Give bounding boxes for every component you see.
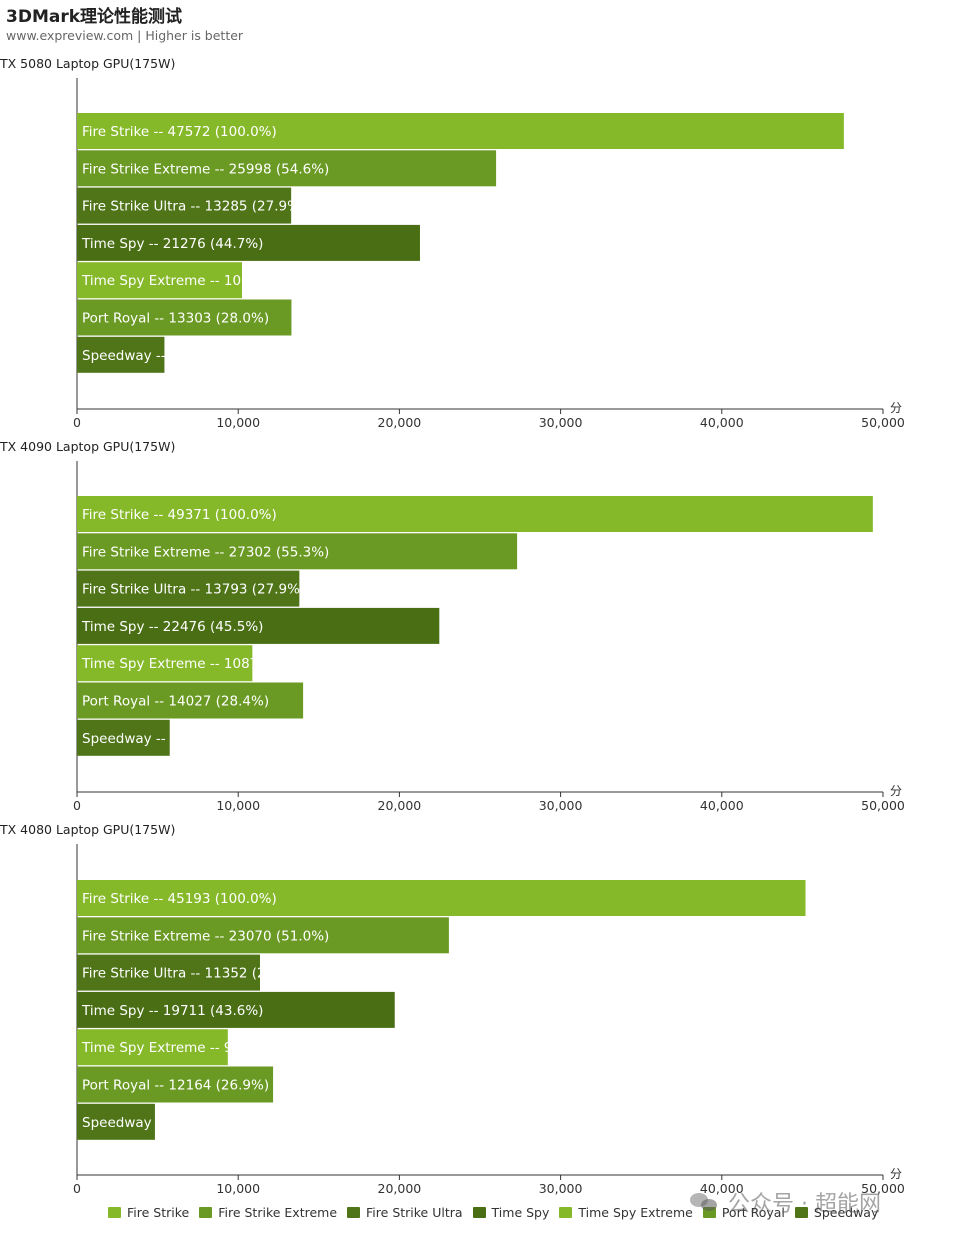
x-tick-label: 30,000 [539, 798, 583, 813]
bar-label: Time Spy Extreme -- 10878 (22.0%) [81, 656, 325, 672]
bar-label: Time Spy -- 22476 (45.5%) [81, 619, 263, 635]
bar [77, 1103, 155, 1140]
bar [77, 224, 420, 261]
bar [77, 570, 300, 607]
legend-item[interactable]: Time Spy Extreme [559, 1204, 693, 1220]
bar-label: Speedway -- 5752 (11.7%) [82, 731, 262, 747]
bar [77, 262, 242, 299]
page-subtitle: www.expreview.com | Higher is better [6, 28, 244, 43]
bar-label: Port Royal -- 13303 (28.0%) [82, 311, 269, 327]
bar-label: Port Royal -- 12164 (26.9%) [82, 1078, 269, 1094]
x-tick-label: 50,000 [861, 415, 905, 430]
bar [77, 113, 844, 149]
panel-title-1: TX 5080 Laptop GPU(175W) [0, 56, 176, 71]
legend-label: Fire Strike Ultra [366, 1204, 463, 1220]
bar [77, 336, 165, 373]
x-tick-label: 10,000 [216, 415, 260, 430]
legend-item[interactable]: Port Royal [702, 1204, 785, 1220]
x-unit-label: 分 [890, 401, 902, 415]
legend-label: Time Spy [491, 1204, 550, 1220]
x-unit-label: 分 [890, 784, 902, 798]
x-tick-label: 20,000 [378, 1181, 422, 1196]
x-tick-label: 50,000 [861, 1181, 905, 1196]
legend-item[interactable]: Fire Strike Extreme [199, 1205, 337, 1220]
bar-label: Time Spy -- 19711 (43.6%) [81, 1003, 263, 1019]
bar-label: Fire Strike -- 47572 (100.0%) [82, 124, 277, 140]
panel-title-2: TX 4090 Laptop GPU(175W) [0, 439, 176, 454]
bar [77, 187, 292, 224]
page-title: 3DMark理论性能测试 [6, 7, 183, 27]
bar-label: Speedway -- 4835 (10.7%) [82, 1115, 262, 1131]
x-tick-label: 40,000 [700, 415, 744, 430]
bar-label: Port Royal -- 14027 (28.4%) [82, 694, 269, 710]
bar [77, 719, 170, 756]
wechat-icon [690, 1191, 720, 1213]
x-tick-label: 20,000 [378, 415, 422, 430]
watermark: 公众号 · 超能网 [690, 1184, 881, 1220]
bar [77, 682, 304, 719]
legend-item[interactable]: Fire Strike [108, 1205, 189, 1220]
legend-item[interactable]: Speedway [794, 1204, 879, 1220]
bar-label: Time Spy Extreme -- 9356 (20.7%) [81, 1040, 316, 1056]
bar-label: Fire Strike -- 45193 (100.0%) [82, 891, 277, 907]
x-tick-label: 10,000 [216, 1181, 260, 1196]
bar [77, 496, 873, 532]
x-tick-label: 50,000 [861, 798, 905, 813]
bar-label: Fire Strike Extreme -- 27302 (55.3%) [82, 544, 329, 560]
x-tick-label: 40,000 [700, 798, 744, 813]
x-tick-label: 10,000 [216, 798, 260, 813]
bar [77, 645, 253, 682]
x-tick-label: 0 [73, 798, 81, 813]
bar-label: Fire Strike Ultra -- 13793 (27.9%) [82, 582, 305, 598]
bar-label: Time Spy Extreme -- 10235 (21.5%) [81, 273, 325, 289]
x-tick-label: 30,000 [539, 1181, 583, 1196]
bar-label: Time Spy -- 21276 (44.7%) [81, 236, 263, 252]
bar-label: Fire Strike Extreme -- 23070 (51.0%) [82, 928, 329, 944]
legend-swatch [108, 1206, 121, 1218]
watermark-text: 公众号 · 超能网 [728, 1192, 881, 1217]
bar [77, 991, 395, 1028]
legend-label: Time Spy Extreme [578, 1204, 693, 1220]
bar-label: Fire Strike Extreme -- 25998 (54.6%) [82, 161, 329, 177]
x-tick-label: 20,000 [378, 798, 422, 813]
bar [77, 1066, 274, 1103]
x-tick-label: 30,000 [539, 415, 583, 430]
chart-legend: Fire Strike Fire Strike Extreme Fire Strik… [108, 1203, 888, 1221]
x-tick-label: 40,000 [700, 1181, 744, 1196]
bar-label: Fire Strike -- 49371 (100.0%) [82, 507, 277, 523]
bar-label: Fire Strike Ultra -- 13285 (27.9%) [82, 199, 305, 215]
legend-label: Fire Strike Extreme [218, 1204, 338, 1220]
legend-item[interactable]: Time Spy [472, 1204, 550, 1220]
legend-swatch [794, 1206, 808, 1218]
bar-label: Fire Strike Ultra -- 11352 (25.1%) [82, 966, 305, 982]
bar [77, 607, 440, 644]
x-unit-label: 分 [890, 1167, 902, 1181]
bar [77, 533, 518, 570]
legend-item[interactable]: Fire Strike Ultra [347, 1205, 463, 1220]
legend-swatch [199, 1206, 213, 1218]
legend-swatch [559, 1206, 573, 1218]
bar-label: Speedway -- 5424 (11.4%) [82, 348, 262, 364]
bar [77, 880, 806, 916]
bar [77, 954, 260, 991]
legend-swatch [702, 1206, 716, 1218]
x-tick-label: 0 [73, 1181, 81, 1196]
legend-label: Fire Strike [127, 1204, 190, 1220]
x-tick-label: 0 [73, 415, 81, 430]
bar [77, 917, 449, 954]
bar [77, 150, 497, 187]
legend-label: Speedway [813, 1204, 879, 1220]
legend-swatch [347, 1206, 361, 1218]
legend-swatch [472, 1206, 486, 1218]
panel-title-3: TX 4080 Laptop GPU(175W) [0, 822, 176, 837]
legend-label: Port Royal [721, 1204, 785, 1220]
bar [77, 1029, 228, 1066]
bar [77, 299, 292, 336]
